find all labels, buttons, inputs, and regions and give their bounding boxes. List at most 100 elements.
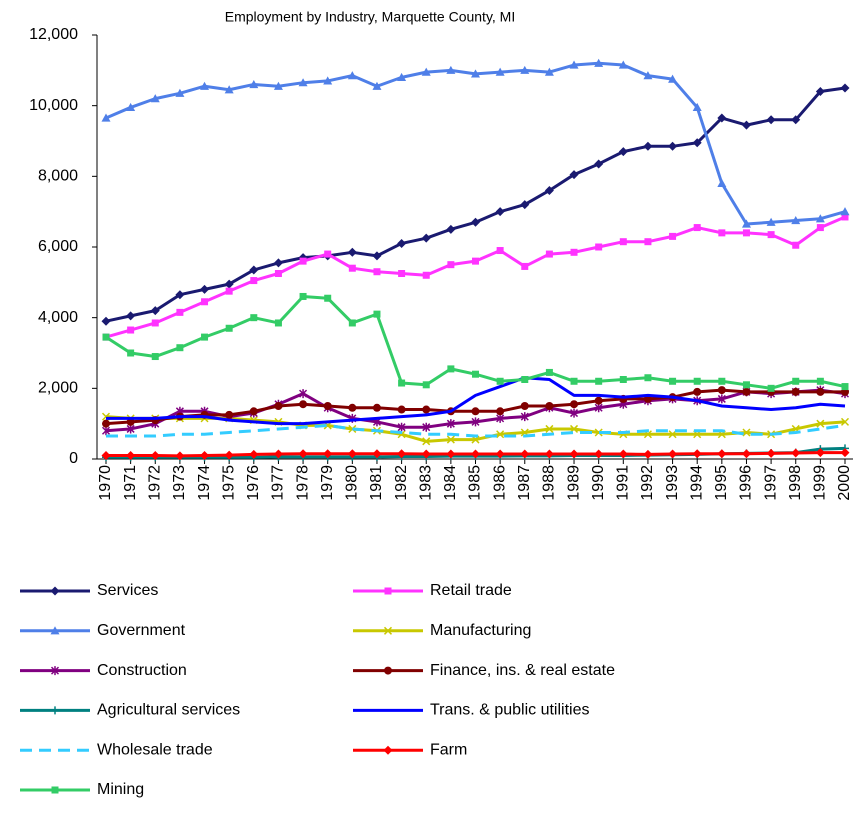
marker (176, 308, 184, 316)
marker (225, 324, 233, 332)
marker (151, 353, 159, 361)
x-tick-label: 1997 (762, 465, 779, 501)
x-tick-label: 1983 (417, 465, 434, 501)
marker (594, 58, 604, 67)
series-line (105, 215, 846, 339)
marker (101, 113, 111, 122)
marker (348, 319, 356, 327)
marker (692, 449, 702, 459)
marker (347, 247, 357, 257)
marker (273, 449, 283, 459)
marker (496, 407, 505, 416)
marker (644, 238, 652, 246)
marker (569, 449, 579, 459)
marker (298, 449, 308, 459)
marker (569, 60, 579, 69)
marker (595, 377, 603, 385)
marker (150, 306, 160, 316)
marker (766, 217, 776, 226)
marker (594, 449, 604, 459)
marker (421, 449, 431, 459)
x-tick-label: 1998 (787, 465, 804, 501)
marker (767, 384, 775, 392)
marker (643, 141, 653, 151)
marker (299, 257, 307, 265)
marker (644, 374, 652, 382)
marker (446, 65, 456, 74)
marker (545, 250, 553, 258)
marker (384, 666, 392, 675)
marker (766, 115, 776, 125)
marker (619, 376, 627, 383)
marker (175, 290, 185, 300)
marker (299, 389, 308, 399)
x-tick-label: 1974 (196, 465, 213, 501)
marker (717, 178, 727, 187)
marker (816, 387, 825, 396)
marker (471, 417, 480, 427)
y-tick-label: 4,000 (38, 309, 78, 326)
marker (372, 449, 382, 459)
marker (643, 71, 653, 80)
legend-label: Finance, ins. & real estate (430, 662, 615, 679)
x-tick-label: 1984 (442, 465, 459, 501)
marker (372, 403, 381, 412)
marker (471, 449, 480, 459)
marker (741, 120, 751, 130)
marker (224, 279, 234, 289)
marker (250, 314, 258, 322)
marker (496, 377, 504, 385)
marker (471, 69, 480, 78)
marker (422, 405, 431, 414)
marker (767, 231, 775, 239)
legend-label: Government (97, 622, 186, 639)
series-line (105, 61, 846, 226)
marker (569, 170, 579, 180)
marker (175, 451, 185, 461)
marker (545, 368, 553, 376)
marker (127, 349, 135, 357)
marker (348, 424, 357, 433)
marker (840, 448, 850, 458)
marker (570, 248, 578, 256)
marker (544, 67, 554, 76)
marker (397, 405, 406, 414)
legend-label: Farm (430, 741, 467, 758)
marker (544, 449, 554, 459)
marker (347, 71, 357, 80)
marker (50, 586, 60, 596)
marker (742, 381, 750, 389)
marker (840, 207, 850, 216)
marker (618, 60, 628, 69)
marker (766, 448, 776, 458)
x-tick-label: 2000 (836, 465, 853, 501)
x-tick-label: 1985 (467, 465, 484, 501)
marker (151, 319, 159, 327)
marker (126, 417, 135, 426)
marker (619, 238, 627, 246)
marker (201, 333, 209, 341)
marker (421, 233, 431, 243)
marker (496, 247, 504, 255)
marker (150, 450, 160, 460)
marker (668, 74, 678, 83)
x-tick-label: 1978 (294, 465, 311, 501)
marker (668, 449, 678, 459)
marker (471, 217, 480, 227)
x-tick-label: 1981 (368, 465, 385, 501)
marker (324, 294, 332, 302)
x-tick-label: 1993 (664, 465, 681, 501)
marker (841, 383, 849, 391)
marker (384, 587, 392, 595)
marker (422, 422, 431, 432)
x-tick-label: 1982 (393, 465, 410, 501)
marker (791, 216, 801, 225)
marker (570, 400, 579, 409)
marker (225, 410, 234, 419)
y-tick-label: 0 (69, 450, 78, 467)
marker (383, 626, 393, 635)
marker (841, 213, 849, 221)
marker (495, 207, 505, 217)
marker (422, 381, 430, 389)
marker (545, 402, 554, 410)
